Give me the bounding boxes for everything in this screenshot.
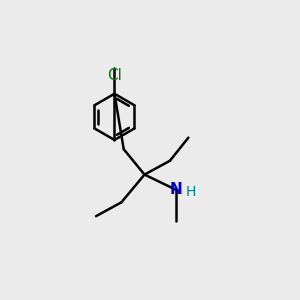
Text: Cl: Cl (107, 68, 122, 83)
Text: N: N (169, 182, 182, 197)
Text: H: H (185, 185, 196, 199)
